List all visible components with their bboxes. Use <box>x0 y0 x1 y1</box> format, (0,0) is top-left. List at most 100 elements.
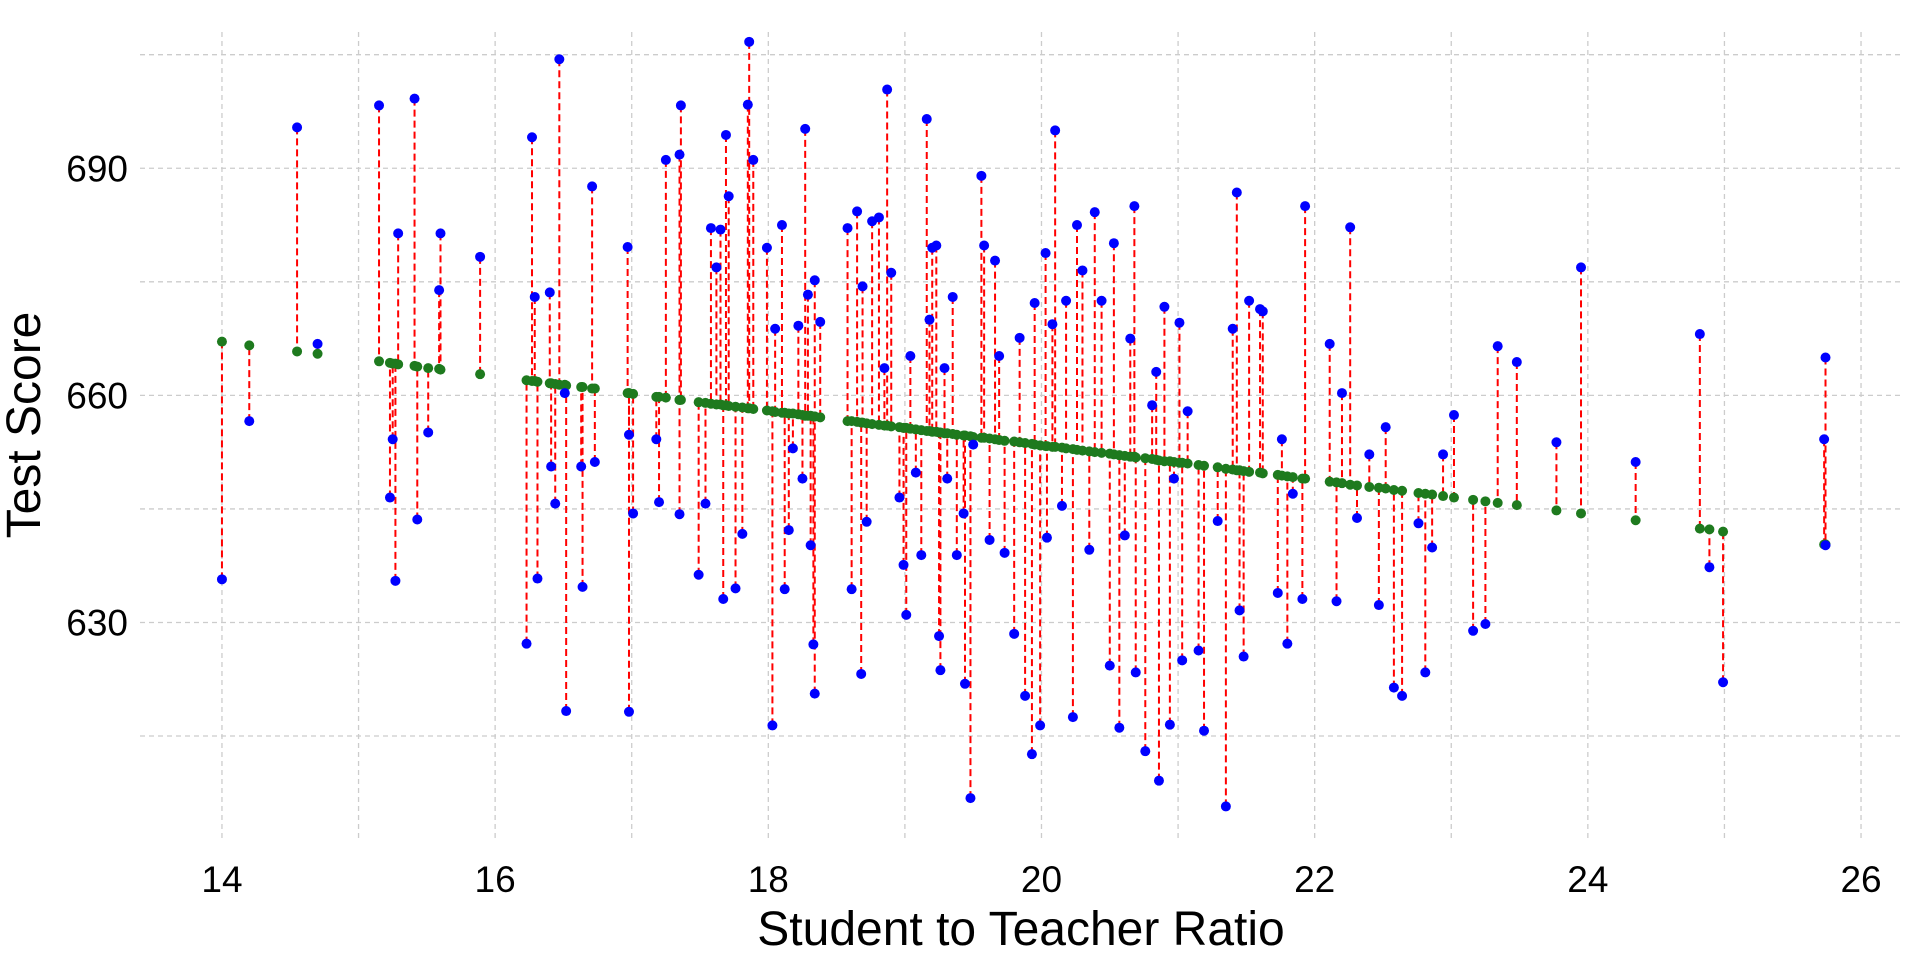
observed-point <box>931 240 942 251</box>
observed-point <box>748 154 759 165</box>
observed-point <box>1364 449 1375 460</box>
observed-point <box>770 323 781 334</box>
observed-point <box>882 84 893 95</box>
observed-point <box>761 242 772 253</box>
observed-point <box>1067 712 1078 723</box>
fitted-point <box>1212 462 1223 473</box>
observed-point <box>787 443 798 454</box>
observed-point <box>1576 262 1587 273</box>
observed-point <box>1212 516 1223 527</box>
observed-point <box>1014 332 1025 343</box>
observed-point <box>916 550 927 561</box>
observed-point <box>776 220 787 231</box>
y-axis-title: Test Score <box>0 312 51 539</box>
observed-point <box>924 314 935 325</box>
observed-point <box>873 212 884 223</box>
observed-point <box>1397 690 1408 701</box>
observed-point <box>994 351 1005 361</box>
observed-point <box>783 525 794 536</box>
observed-point <box>1199 725 1210 736</box>
observed-point <box>1035 720 1046 731</box>
observed-point <box>1427 542 1438 553</box>
observed-point <box>879 363 890 374</box>
fitted-point <box>1287 472 1298 483</box>
observed-point <box>1336 388 1347 399</box>
x-tick-label: 22 <box>1294 859 1335 900</box>
observed-point <box>705 223 716 234</box>
observed-point <box>651 434 662 445</box>
observed-point <box>409 93 420 104</box>
observed-point <box>1020 690 1031 701</box>
fitted-point <box>374 356 385 367</box>
observed-point <box>1238 651 1249 662</box>
observed-point <box>532 573 543 584</box>
observed-point <box>521 638 532 649</box>
observed-point <box>1694 329 1705 340</box>
y-tick-label: 660 <box>66 375 128 416</box>
observed-point <box>1718 677 1729 688</box>
observed-point <box>1174 317 1185 328</box>
observed-point <box>842 223 853 234</box>
observed-point <box>434 285 445 296</box>
observed-point <box>951 550 962 561</box>
observed-point <box>797 473 808 484</box>
y-tick-label: 630 <box>66 602 128 643</box>
observed-point <box>674 509 685 520</box>
observed-point <box>935 665 946 676</box>
fitted-point <box>1388 484 1399 495</box>
observed-point <box>292 122 303 133</box>
observed-point <box>1630 456 1641 467</box>
observed-point <box>990 255 1001 266</box>
observed-point <box>779 584 790 595</box>
observed-point <box>1114 722 1125 733</box>
fitted-point <box>1480 496 1491 507</box>
fitted-point <box>1448 492 1459 503</box>
observed-point <box>939 363 950 374</box>
observed-point <box>550 498 561 509</box>
observed-point <box>384 492 395 503</box>
fitted-point <box>815 412 826 423</box>
observed-point <box>910 467 921 478</box>
observed-point <box>715 224 726 235</box>
fitted-point <box>1468 494 1479 505</box>
observed-point <box>529 291 540 302</box>
observed-point <box>808 639 819 650</box>
observed-point <box>901 609 912 620</box>
observed-point <box>1040 248 1051 259</box>
observed-point <box>435 228 446 239</box>
observed-point <box>622 241 633 252</box>
observed-point <box>559 388 570 399</box>
observed-point <box>1220 801 1231 812</box>
observed-point <box>720 129 731 140</box>
fitted-point <box>1380 483 1391 494</box>
observed-point <box>898 559 909 570</box>
observed-point <box>730 583 741 594</box>
observed-point <box>767 720 778 731</box>
fitted-point <box>1718 526 1729 537</box>
fitted-point <box>1551 505 1562 516</box>
observed-point <box>1231 187 1242 198</box>
fitted-point <box>532 376 543 387</box>
observed-point <box>979 240 990 251</box>
observed-point <box>921 114 932 125</box>
observed-point <box>744 36 755 47</box>
observed-point <box>1108 238 1119 249</box>
observed-point <box>857 281 868 292</box>
fitted-point <box>1182 458 1193 469</box>
observed-point <box>1511 357 1522 368</box>
fitted-point <box>1694 523 1705 534</box>
observed-point <box>1820 540 1831 551</box>
fitted-point <box>412 361 423 372</box>
observed-point <box>1168 473 1179 484</box>
fitted-point <box>1364 481 1375 492</box>
fitted-point <box>589 383 600 394</box>
fitted-point <box>393 359 404 370</box>
observed-point <box>1300 201 1311 212</box>
observed-point <box>1420 667 1431 678</box>
observed-point <box>1056 500 1067 511</box>
fitted-point <box>435 364 446 375</box>
observed-point <box>1089 207 1100 218</box>
observed-point <box>894 492 905 503</box>
observed-point <box>1151 366 1162 377</box>
observed-point <box>1380 422 1391 433</box>
